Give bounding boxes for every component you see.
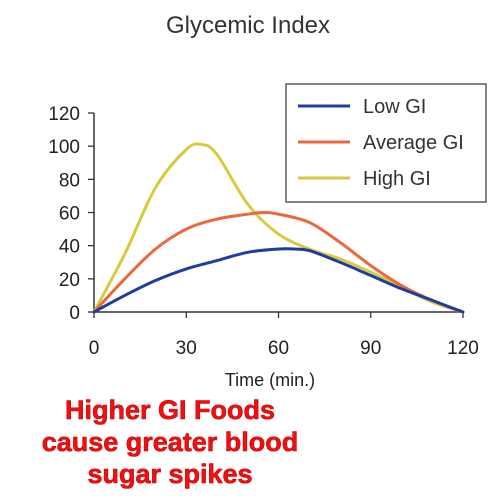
y-tick-label: 100	[48, 137, 80, 158]
caption: Higher GI Foods cause greater blood suga…	[0, 394, 340, 490]
caption-line-1: Higher GI Foods	[64, 395, 276, 426]
series-line-high-gi	[92, 142, 465, 314]
y-tick-label: 120	[48, 104, 80, 125]
ticks: 0 20 40 60 80 100 120 0 30 60 90 120	[48, 104, 479, 359]
y-tick-label: 20	[59, 270, 80, 291]
legend-label-low-gi: Low GI	[363, 96, 426, 118]
caption-line-2: cause greater blood	[41, 427, 299, 458]
x-tick-label: 120	[447, 338, 479, 359]
legend: Low GI Average GI High GI	[285, 83, 487, 203]
y-tick-label: 60	[59, 204, 80, 225]
y-tick-label: 80	[59, 170, 80, 191]
y-tick-label: 0	[69, 303, 80, 324]
series-line-average-gi	[92, 211, 465, 314]
x-tick-label: 90	[360, 338, 381, 359]
x-tick-label: 60	[268, 338, 289, 359]
y-tick-label: 40	[59, 237, 80, 258]
caption-line-3: sugar spikes	[87, 459, 253, 490]
x-tick-label: 30	[176, 338, 197, 359]
series-line-low-gi	[92, 247, 465, 314]
x-axis-label: Time (min.)	[225, 370, 315, 390]
series-lines	[92, 142, 465, 314]
legend-label-average-gi: Average GI	[363, 132, 464, 154]
x-tick-label: 0	[89, 338, 100, 359]
chart-title: Glycemic Index	[166, 12, 330, 39]
legend-label-high-gi: High GI	[363, 168, 431, 190]
